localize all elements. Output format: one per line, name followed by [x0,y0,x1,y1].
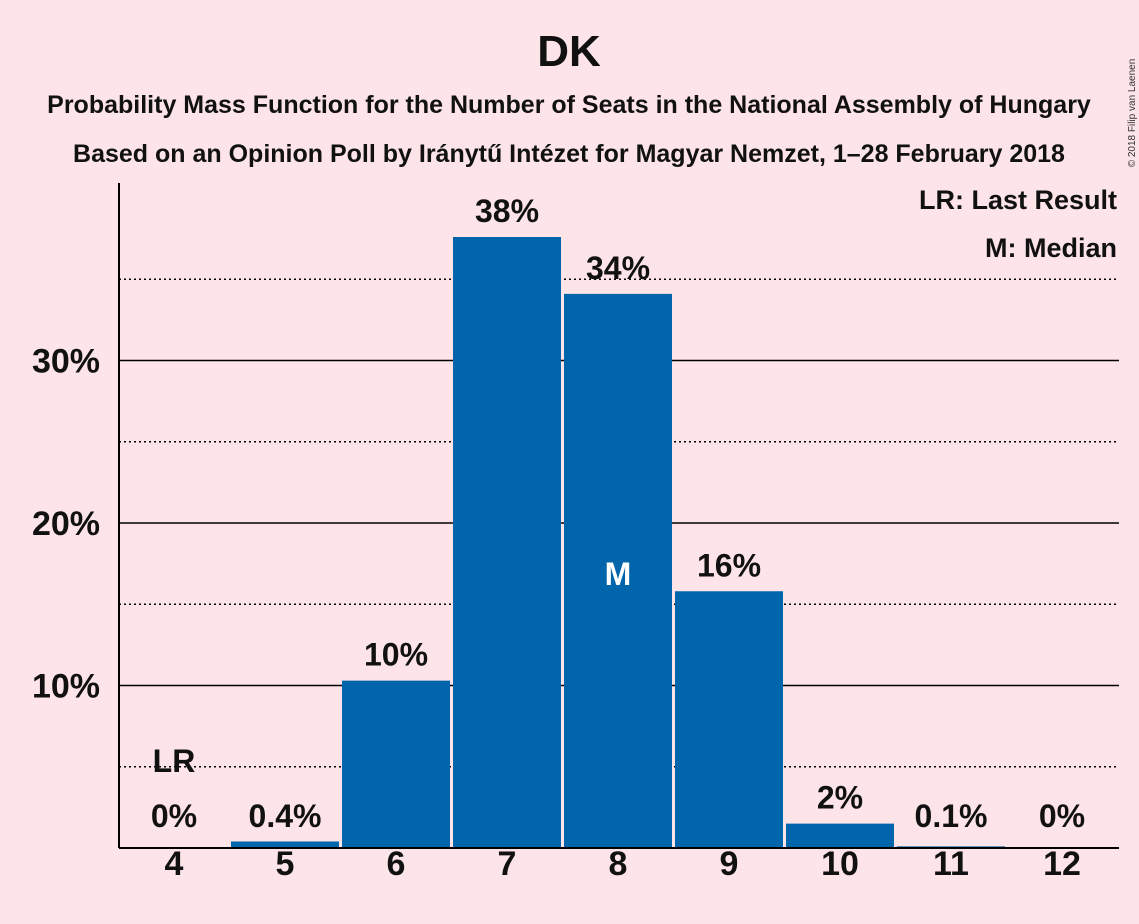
x-tick-label: 11 [933,845,969,883]
median-marker: M [605,556,632,592]
chart-subtitle-line1: Probability Mass Function for the Number… [47,91,1091,119]
bar-7 [453,237,561,848]
bar-5 [231,841,339,848]
x-tick-label: 8 [609,845,628,883]
x-tick-label: 5 [276,845,295,883]
copyright-note: © 2018 Filip van Laenen [1127,59,1138,168]
y-tick-label: 20% [32,505,100,543]
data-label-6: 10% [364,637,428,673]
data-label-8: 34% [586,250,650,286]
data-labels: 0% LR 0.4% 10% 38% 34% M 16% 2% 0.1% 0% [151,193,1085,834]
y-tick-label: 30% [32,343,100,381]
x-tick-label: 10 [821,845,859,883]
data-label-9: 16% [697,547,761,583]
data-label-7: 38% [475,193,539,229]
bar-9 [675,591,783,848]
last-result-marker: LR [153,743,196,779]
bars [231,237,1005,848]
legend-last-result: LR: Last Result [919,185,1117,215]
bar-10 [786,823,894,848]
chart-subtitle-line2: Based on an Opinion Poll by Iránytű Inté… [73,140,1065,168]
chart-title: DK [537,27,601,76]
x-tick-label: 9 [720,845,739,883]
x-tick-labels: 4 5 6 7 8 9 10 11 12 [165,845,1081,883]
x-tick-label: 7 [498,845,517,883]
data-label-4: 0% [151,798,197,834]
x-tick-label: 6 [387,845,406,883]
data-label-11: 0.1% [915,798,988,834]
bar-8 [564,293,672,848]
data-label-10: 2% [817,780,863,816]
data-label-5: 0.4% [249,798,322,834]
x-tick-label: 4 [165,845,184,883]
bar-6 [342,680,450,848]
data-label-12: 0% [1039,798,1085,834]
y-tick-label: 10% [32,668,100,706]
x-tick-label: 12 [1043,845,1081,883]
legend-median: M: Median [985,233,1117,263]
y-tick-labels: 10% 20% 30% [32,343,100,706]
